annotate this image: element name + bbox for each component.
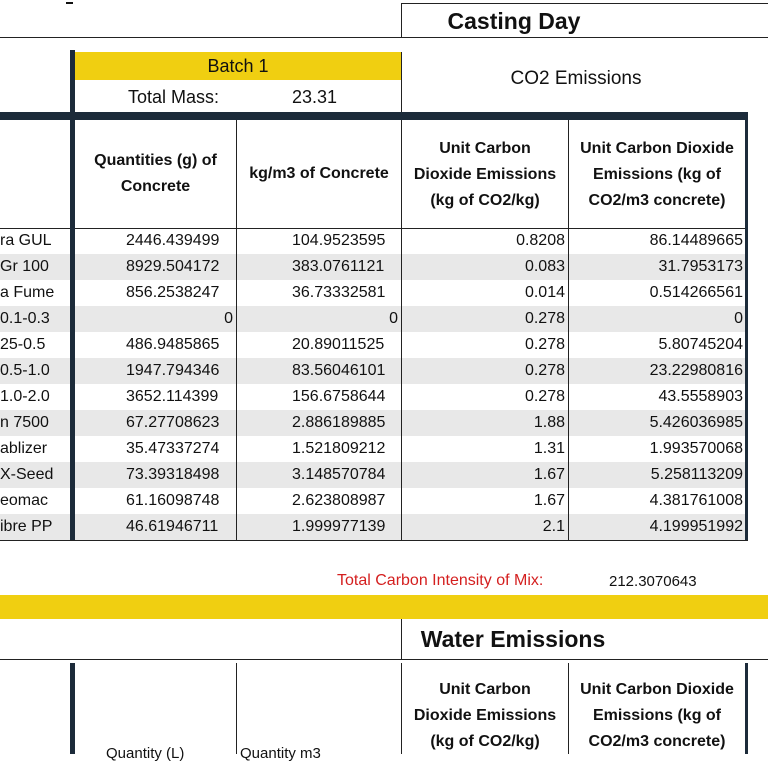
co2-conc-cell[interactable]: 0: [734, 310, 743, 327]
quantity-cell[interactable]: 0: [224, 310, 233, 327]
kg-m3-cell[interactable]: 1.521809212: [292, 440, 386, 457]
co2-conc-cell[interactable]: 4.381761008: [649, 492, 743, 509]
quantity-cell[interactable]: 61.16098748: [126, 492, 220, 509]
row-label: 0.1-0.3: [0, 310, 50, 327]
header-band: [0, 112, 748, 120]
water-left-separator: [70, 663, 75, 754]
kg-m3-cell[interactable]: 0: [389, 310, 398, 327]
header-unit-co2-2: Dioxide Emissions: [413, 166, 557, 183]
quantity-cell[interactable]: 3652.114399: [126, 388, 219, 405]
unit-co2-cell[interactable]: 0.083: [524, 258, 565, 275]
row-label: 0.5-1.0: [0, 362, 50, 379]
batch-cell[interactable]: [75, 52, 401, 80]
header-unit-co2-conc-1: Unit Carbon Dioxide: [580, 140, 734, 157]
header-unit-co2-3: (kg of CO2/kg): [430, 192, 540, 209]
water-header-unit-co2-conc-1: Unit Carbon Dioxide: [580, 681, 734, 698]
water-header-unit-co2-2: Dioxide Emissions: [413, 707, 557, 724]
co2-conc-cell[interactable]: 0.514266561: [649, 284, 743, 301]
co2-conc-cell[interactable]: 5.80745204: [658, 336, 743, 353]
kg-m3-cell[interactable]: 383.0761121: [292, 258, 385, 275]
quantity-cell[interactable]: 8929.504172: [126, 258, 220, 275]
unit-co2-cell[interactable]: 1.67: [533, 492, 565, 509]
header-unit-co2-1: Unit Carbon: [439, 140, 531, 157]
total-carbon-value[interactable]: 212.3070643: [609, 573, 697, 590]
row-label: X-Seed: [0, 466, 54, 483]
total-mass-label: Total Mass:: [128, 87, 220, 107]
co2-conc-cell[interactable]: 5.426036985: [649, 414, 743, 431]
section-divider-band: [0, 595, 768, 619]
row-label: ra GUL: [0, 232, 52, 249]
quantity-cell[interactable]: 486.9485865: [126, 336, 220, 353]
total-mass-value[interactable]: 23.31: [292, 87, 338, 107]
row-label: 25-0.5: [0, 336, 46, 353]
kg-m3-cell[interactable]: 156.6758644: [292, 388, 386, 405]
co2-emissions-label: CO2 Emissions: [510, 68, 642, 89]
water-header-unit-co2-1: Unit Carbon: [439, 681, 531, 698]
row-label: 1.0-2.0: [0, 388, 50, 405]
water-header-unit-co2-conc-3: CO2/m3 concrete): [588, 733, 726, 750]
row-label: a Fume: [0, 284, 55, 301]
quantity-cell[interactable]: 46.61946711: [126, 518, 219, 535]
kg-m3-cell[interactable]: 83.56046101: [292, 362, 386, 379]
water-header-quantity-m3: Quantity m3: [240, 745, 321, 762]
header-quantities-1: Quantities (g) of: [94, 152, 217, 169]
co2-conc-cell[interactable]: 4.199951992: [649, 518, 743, 535]
unit-co2-cell[interactable]: 1.67: [533, 466, 565, 483]
co2-conc-cell[interactable]: 23.22980816: [649, 362, 743, 379]
row-label: ibre PP: [0, 518, 53, 535]
row-label: eomac: [0, 492, 49, 509]
batch-label: Batch 1: [207, 56, 269, 76]
row-label: ablizer: [0, 440, 48, 457]
header-quantities-2: Concrete: [120, 178, 191, 195]
water-emissions-title: Water Emissions: [420, 626, 606, 652]
unit-co2-cell[interactable]: 1.88: [533, 414, 565, 431]
water-header-unit-co2-conc-2: Emissions (kg of: [592, 707, 722, 724]
unit-co2-cell[interactable]: 0.014: [524, 284, 565, 301]
kg-m3-cell[interactable]: 36.73332581: [292, 284, 386, 301]
unit-co2-cell[interactable]: 1.31: [533, 440, 565, 457]
quantity-cell[interactable]: 73.39318498: [126, 466, 220, 483]
kg-m3-cell[interactable]: 2.886189885: [292, 414, 386, 431]
quantity-cell[interactable]: 2446.439499: [126, 232, 220, 249]
unit-co2-cell[interactable]: 2.1: [542, 518, 565, 535]
total-carbon-label: Total Carbon Intensity of Mix:: [337, 572, 544, 589]
co2-conc-cell[interactable]: 1.993570068: [649, 440, 743, 457]
row-label: n 7500: [0, 414, 49, 431]
row-label: Gr 100: [0, 258, 49, 275]
co2-conc-cell[interactable]: 31.7953173: [658, 258, 743, 275]
unit-co2-cell[interactable]: 0.8208: [516, 232, 565, 249]
casting-day-title-cell: [401, 3, 768, 38]
cell-mark: [66, 2, 73, 4]
kg-m3-cell[interactable]: 1.999977139: [292, 518, 386, 535]
unit-co2-cell[interactable]: 0.278: [524, 362, 565, 379]
water-header-unit-co2-3: (kg of CO2/kg): [430, 733, 540, 750]
unit-co2-cell[interactable]: 0.278: [524, 388, 565, 405]
quantity-cell[interactable]: 1947.794346: [126, 362, 220, 379]
kg-m3-cell[interactable]: 2.623808987: [292, 492, 386, 509]
quantity-cell[interactable]: 67.27708623: [126, 414, 220, 431]
header-unit-co2-conc-2: Emissions (kg of: [592, 166, 722, 183]
casting-day-title: Casting Day: [447, 8, 581, 34]
co2-conc-cell[interactable]: 86.14489665: [649, 232, 743, 249]
co2-conc-cell[interactable]: 5.258113209: [650, 466, 743, 483]
water-header-quantity: Quantity (L): [106, 745, 185, 762]
unit-co2-cell[interactable]: 0.278: [524, 310, 565, 327]
kg-m3-cell[interactable]: 104.9523595: [292, 232, 386, 249]
kg-m3-cell[interactable]: 3.148570784: [292, 466, 386, 483]
header-kg-m3: kg/m3 of Concrete: [249, 165, 389, 182]
quantity-cell[interactable]: 35.47337274: [126, 440, 220, 457]
quantity-cell[interactable]: 856.2538247: [126, 284, 220, 301]
header-unit-co2-conc-3: CO2/m3 concrete): [588, 192, 726, 209]
kg-m3-cell[interactable]: 20.89011525: [292, 336, 385, 353]
co2-conc-cell[interactable]: 43.5558903: [658, 388, 743, 405]
unit-co2-cell[interactable]: 0.278: [524, 336, 565, 353]
